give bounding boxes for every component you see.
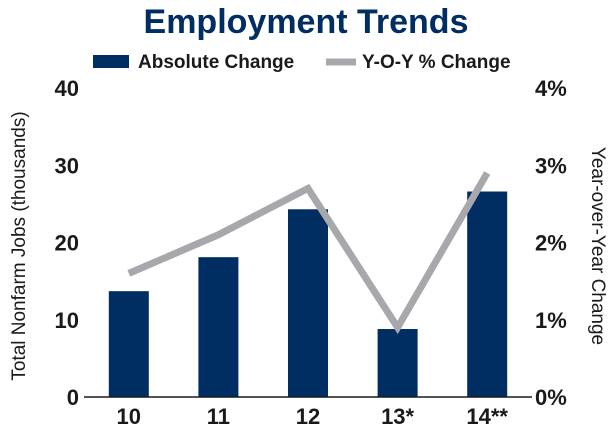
y-tick-label-right: 3% [535,153,567,178]
y-tick-label-right: 2% [535,231,567,256]
y-tick-label-left: 20 [55,231,79,256]
y-tick-label-left: 10 [55,308,79,333]
bar [467,192,507,397]
legend-label-bars: Absolute Change [138,52,294,73]
x-tick-label: 11 [207,404,230,429]
y-axis-right: 0% 1% 2% 3% 4% [535,76,567,410]
x-tick-label: 13* [381,404,414,429]
bar [109,291,149,397]
legend: Absolute Change Y-O-Y % Change [93,52,511,73]
x-tick-label: 10 [117,404,141,429]
y-axis-left: 0 10 20 30 40 [55,76,79,410]
y-tick-label-right: 4% [535,76,567,101]
y-tick-label-left: 40 [55,76,79,101]
legend-label-line: Y-O-Y % Change [362,52,511,73]
y-tick-label-right: 1% [535,308,567,333]
y-tick-label-left: 30 [55,153,79,178]
legend-swatch-bars [93,55,129,68]
x-tick-label: 12 [296,404,320,429]
chart-title: Employment Trends [144,3,469,41]
y-axis-title-left: Total Nonfarm Jobs (thousands) [9,111,30,380]
x-tick-label: 14** [466,404,508,429]
x-axis: 10 11 12 13* 14** [117,404,509,429]
y-tick-label-left: 0 [67,385,79,410]
bar-series [109,192,507,397]
y-tick-label-right: 0% [535,385,567,410]
y-axis-title-right: Year-over-Year Change [587,147,608,345]
bar [378,329,418,397]
bar [288,209,328,397]
bar [198,257,238,397]
